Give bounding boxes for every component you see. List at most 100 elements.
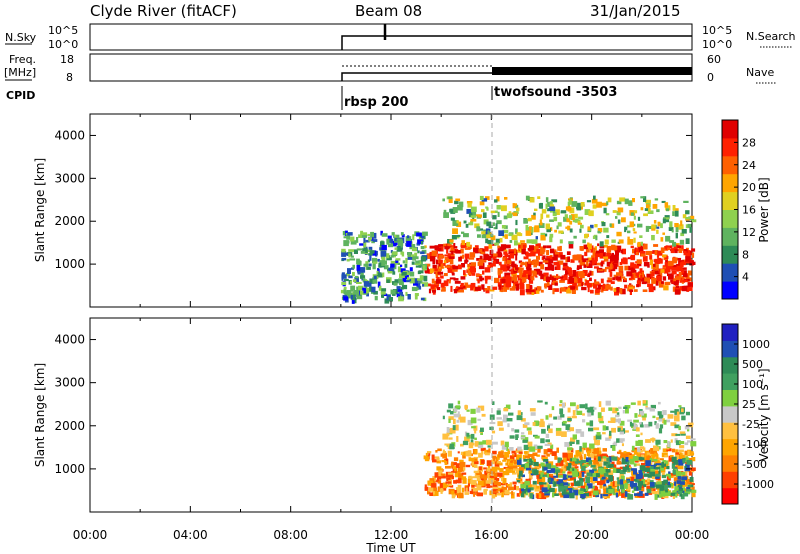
heatmap-cell: [582, 419, 586, 423]
heatmap-cell: [640, 241, 643, 246]
heatmap-cell: [579, 259, 586, 266]
colorbar-tick-label: 16: [742, 204, 756, 217]
heatmap-cell: [653, 244, 659, 247]
heatmap-cell: [449, 277, 456, 280]
heatmap-cell: [358, 285, 364, 291]
heatmap-cell: [560, 287, 566, 292]
heatmap-cell: [549, 487, 555, 493]
heatmap-cell: [496, 410, 501, 415]
heatmap-cell: [437, 287, 441, 291]
heatmap-cell: [687, 458, 693, 462]
heatmap-cell: [590, 289, 594, 294]
heatmap-cell: [613, 254, 619, 261]
heatmap-cell: [432, 491, 435, 495]
heatmap-cell: [658, 282, 664, 288]
heatmap-cell: [448, 197, 453, 203]
heatmap-cell: [615, 407, 619, 411]
heatmap-cell: [586, 422, 590, 426]
heatmap-cell: [652, 266, 656, 271]
heatmap-cell: [629, 289, 633, 292]
heatmap-cell: [470, 284, 474, 291]
heatmap-cell: [640, 454, 645, 459]
heatmap-cell: [509, 435, 515, 439]
heatmap-cell: [572, 410, 576, 416]
heatmap-cell: [580, 488, 584, 491]
heatmap-cell: [675, 433, 681, 436]
heatmap-cell: [468, 457, 475, 462]
heatmap-cell: [503, 282, 506, 289]
heatmap-cell: [350, 240, 357, 245]
heatmap-cell: [346, 290, 352, 296]
heatmap-cell: [651, 224, 656, 229]
heatmap-cell: [687, 484, 692, 488]
heatmap-cell: [519, 289, 525, 296]
heatmap-cell: [520, 418, 526, 422]
heatmap-cell: [543, 467, 548, 471]
heatmap-cell: [631, 268, 634, 271]
heatmap-cell: [643, 243, 648, 250]
heatmap-cell: [674, 481, 677, 486]
heatmap-cell: [633, 272, 638, 279]
heatmap-cell: [668, 473, 671, 479]
heatmap-cell: [590, 464, 596, 468]
heatmap-cell: [367, 266, 371, 270]
heatmap-cell: [443, 280, 449, 287]
heatmap-cell: [618, 265, 624, 272]
y-tick-label: 2000: [54, 419, 85, 433]
heatmap-cell: [443, 209, 447, 214]
heatmap-cell: [587, 407, 591, 413]
heatmap-cell: [556, 471, 559, 478]
heatmap-cell: [679, 452, 682, 459]
heatmap-cell: [645, 199, 651, 204]
heatmap-cell: [659, 424, 664, 429]
heatmap-cell: [580, 485, 585, 490]
heatmap-cell: [437, 247, 442, 252]
heatmap-cell: [635, 474, 642, 479]
heatmap-cell: [633, 237, 636, 243]
heatmap-cell: [497, 421, 503, 427]
heatmap-cell: [684, 470, 688, 476]
freq-label-top: Freq.: [9, 53, 36, 66]
heatmap-cell: [544, 283, 547, 289]
heatmap-cell: [538, 470, 544, 474]
heatmap-cell: [536, 454, 540, 457]
heatmap-cell: [671, 448, 676, 453]
heatmap-cell: [586, 457, 592, 462]
heatmap-cell: [361, 232, 368, 237]
heatmap-cell: [453, 480, 457, 484]
heatmap-cell: [630, 212, 634, 216]
heatmap-cell: [427, 490, 431, 495]
heatmap-cell: [464, 485, 469, 488]
heatmap-cell: [652, 415, 656, 419]
heatmap-cell: [503, 414, 508, 420]
heatmap-cell: [560, 414, 565, 418]
heatmap-cell: [565, 269, 568, 275]
heatmap-cell: [422, 231, 428, 236]
heatmap-cell: [664, 454, 667, 457]
heatmap-cell: [382, 272, 385, 278]
heatmap-cell: [457, 400, 461, 405]
heatmap-cell: [462, 478, 467, 484]
heatmap-cell: [369, 255, 372, 261]
heatmap-cell: [658, 272, 663, 277]
heatmap-cell: [627, 236, 630, 240]
heatmap-cell: [418, 270, 424, 274]
heatmap-cell: [432, 487, 438, 492]
heatmap-cell: [643, 479, 648, 482]
heatmap-cell: [662, 232, 665, 235]
heatmap-cell: [401, 234, 405, 238]
colorbar-segment: [722, 155, 738, 175]
heatmap-cell: [647, 264, 650, 268]
heatmap-cell: [461, 476, 467, 480]
heatmap-cell: [573, 254, 578, 260]
heatmap-cell: [407, 294, 411, 300]
heatmap-cell: [476, 407, 481, 413]
heatmap-cell: [611, 239, 616, 243]
heatmap-cell: [632, 198, 635, 203]
heatmap-cell: [453, 246, 458, 249]
heatmap-cell: [566, 251, 571, 255]
heatmap-cell: [671, 463, 676, 469]
heatmap-cell: [517, 410, 522, 416]
heatmap-cell: [647, 455, 652, 461]
heatmap-cell: [571, 415, 577, 419]
